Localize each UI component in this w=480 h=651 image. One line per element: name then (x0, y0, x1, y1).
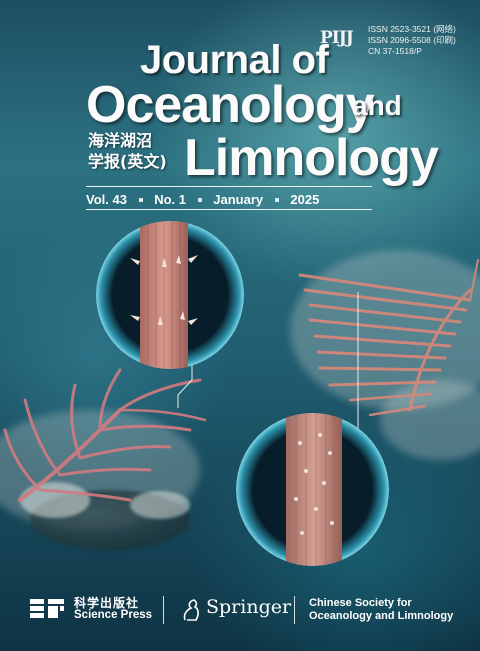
footer-divider (294, 596, 295, 624)
issn-info: ISSN 2523-3521 (网络) ISSN 2096-5508 (印刷) … (368, 24, 478, 57)
journal-title-line2: Oceanology (86, 76, 375, 134)
separator-dot (197, 197, 202, 202)
coral-right (298, 259, 479, 417)
separator-dot (138, 197, 143, 202)
issue-month: January (213, 191, 264, 207)
divider-rule-bottom (86, 209, 372, 210)
cn-number: CN 37-1518/P (368, 46, 422, 56)
sediment-patch (380, 380, 480, 460)
issue-number: No. 1 (154, 191, 186, 207)
issue-year: 2025 (290, 191, 320, 207)
science-press-chinese: 科学出版社 (74, 596, 140, 610)
rock-highlight (20, 482, 90, 518)
journal-title-and: and (352, 90, 402, 121)
volume: Vol. 43 (86, 191, 127, 207)
society-name-line1: Chinese Society for (309, 597, 412, 609)
micrograph-circle-top (96, 221, 244, 369)
divider-rule-top (86, 186, 372, 187)
micrograph-circle-bottom (236, 413, 389, 566)
rock-highlight (130, 491, 190, 519)
publisher-logo: PIJJ (320, 28, 354, 48)
issn-print: ISSN 2523-3521 (网络) (368, 24, 456, 34)
chinese-title-line1: 海洋湖沼 (88, 131, 153, 150)
footer-divider (163, 596, 164, 624)
science-press-name: Science Press (74, 609, 153, 621)
science-press-logo-icon (30, 599, 64, 618)
separator-dot (274, 197, 279, 202)
micrograph-top-image (96, 221, 244, 369)
coral-left (3, 368, 207, 502)
chinese-title-line2: 学报(英文) (88, 152, 167, 171)
journal-title-line1: Journal of (140, 38, 329, 82)
publisher-footer: 科学出版社 Science Press Springer Chinese Soc… (0, 588, 480, 651)
micrograph-bottom-image (236, 413, 389, 566)
issue-info: Vol. 43 No. 1 January 2025 (86, 190, 372, 208)
society-name-line2: Oceanology and Limnology (309, 610, 454, 622)
springer-name: Springer (206, 596, 292, 618)
journal-title-line3: Limnology (184, 129, 439, 187)
springer-horse-icon (183, 599, 199, 621)
issn-online: ISSN 2096-5508 (印刷) (368, 35, 456, 45)
chinese-title: 海洋湖沼 学报(英文) (88, 130, 188, 172)
